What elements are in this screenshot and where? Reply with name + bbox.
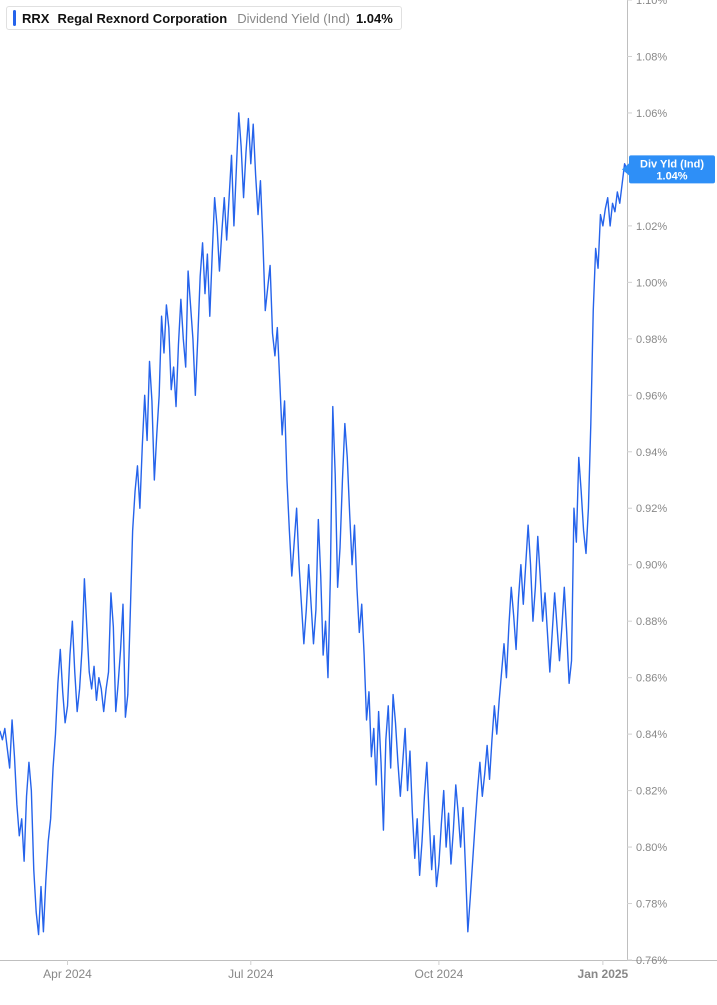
ticker-symbol: RRX <box>22 11 49 26</box>
x-tick-label: Jul 2024 <box>228 967 274 981</box>
y-tick-label: 1.08% <box>636 51 667 63</box>
y-tick-label: 0.96% <box>636 390 667 402</box>
chart-header-badge[interactable]: RRX Regal Rexnord Corporation Dividend Y… <box>6 6 402 30</box>
y-tick-label: 0.94% <box>636 447 667 459</box>
line-chart-svg: 0.76% 0.78% 0.80% 0.82% 0.84% 0.86% 0.88% 0.90%… <box>0 0 717 1005</box>
y-tick-label: 0.92% <box>636 503 667 515</box>
callout-label: Div Yld (Ind) <box>640 158 704 170</box>
company-name: Regal Rexnord Corporation <box>57 11 227 26</box>
metric-label: Dividend Yield (Ind) <box>237 11 350 26</box>
y-tick-label: 0.80% <box>636 842 667 854</box>
chart-area[interactable]: 0.76% 0.78% 0.80% 0.82% 0.84% 0.86% 0.88% 0.90%… <box>0 0 717 1005</box>
y-tick-label: 0.90% <box>636 560 667 572</box>
y-tick-label: 1.00% <box>636 277 667 289</box>
y-tick-label: 0.76% <box>636 955 667 967</box>
accent-bar <box>13 10 16 26</box>
y-tick-label: 0.88% <box>636 616 667 628</box>
y-tick-label: 0.78% <box>636 899 667 911</box>
y-tick-label: 0.84% <box>636 729 667 741</box>
metric-value: 1.04% <box>356 11 393 26</box>
y-tick-label: 1.06% <box>636 108 667 120</box>
y-tick-label: 1.02% <box>636 221 667 233</box>
y-tick-label: 0.98% <box>636 334 667 346</box>
x-tick-label: Jan 2025 <box>578 967 629 981</box>
x-tick-label: Oct 2024 <box>415 967 464 981</box>
x-tick-label: Apr 2024 <box>43 967 92 981</box>
dividend-yield-line <box>0 113 627 935</box>
y-tick-label: 0.82% <box>636 786 667 798</box>
y-tick-label: 0.86% <box>636 673 667 685</box>
y-tick-label: 1.10% <box>636 0 667 7</box>
callout-value: 1.04% <box>656 170 687 182</box>
